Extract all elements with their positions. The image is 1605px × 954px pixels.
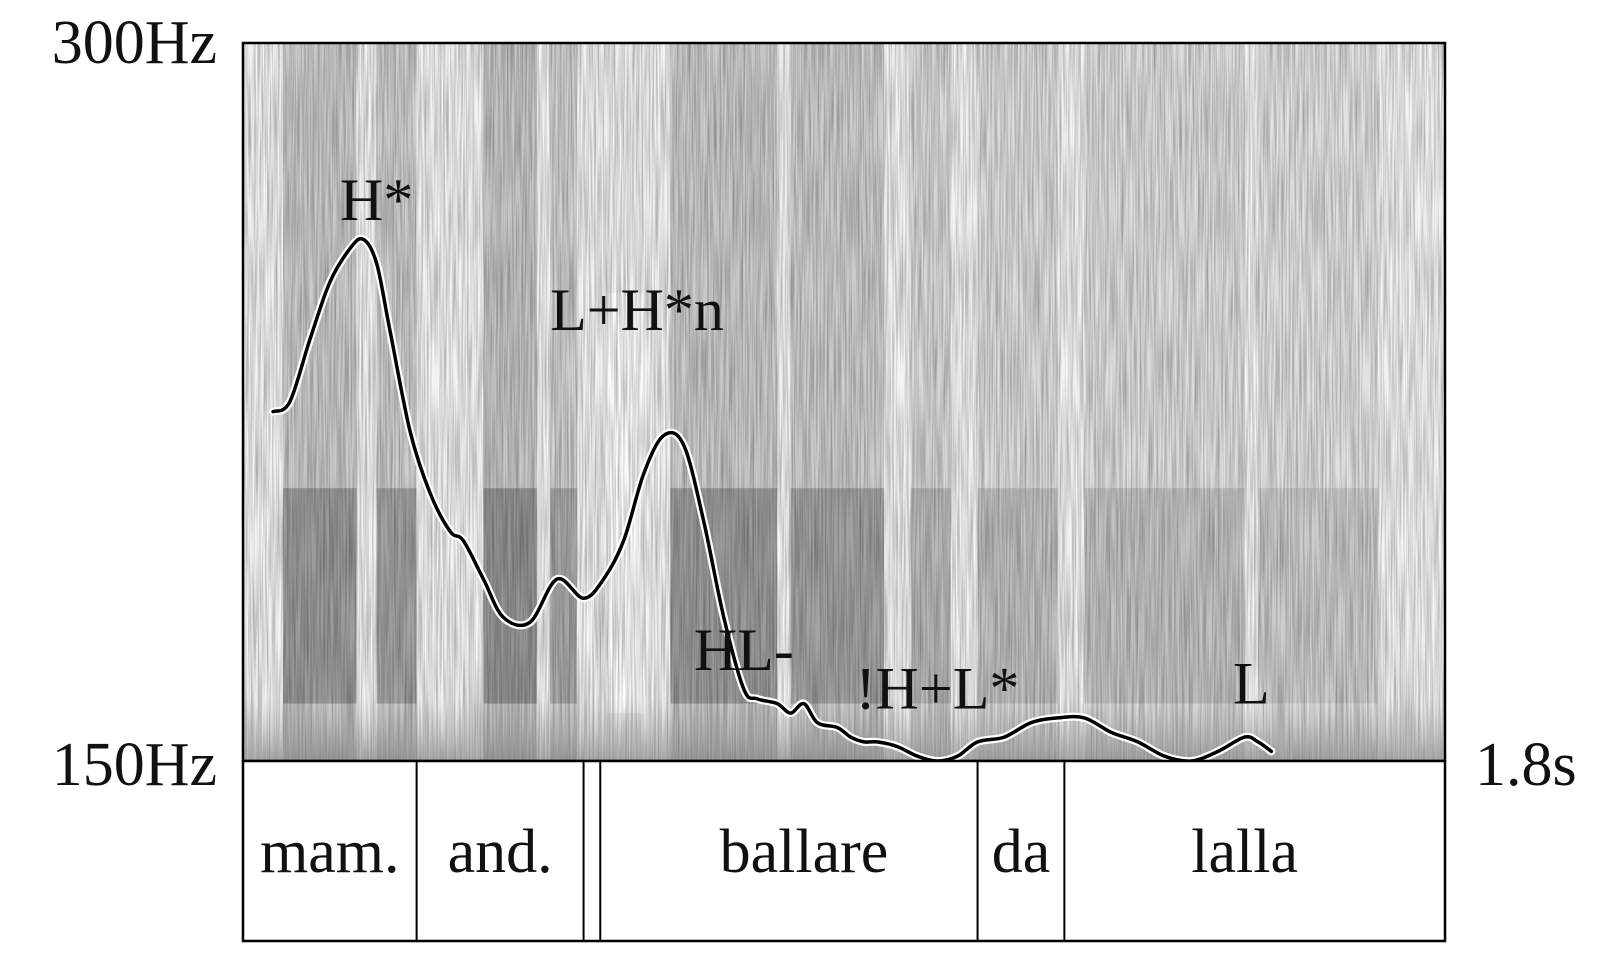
- word-label: lalla: [1191, 818, 1298, 886]
- word-label: da: [992, 818, 1051, 886]
- tone-label: !H+L*: [856, 655, 1020, 721]
- x-end-label: 1.8s: [1475, 731, 1577, 799]
- spectrogram-background: [243, 43, 1445, 761]
- word-label: ballare: [720, 818, 889, 886]
- word-label: and.: [448, 818, 553, 886]
- tone-label: HL-: [694, 617, 794, 683]
- tone-label: H*: [340, 167, 413, 233]
- tone-label: L+H*n: [550, 277, 724, 343]
- y-bottom-label: 150Hz: [52, 731, 217, 799]
- word-label: mam.: [260, 818, 399, 886]
- y-top-label: 300Hz: [52, 9, 217, 77]
- word-tier-frame: [241, 759, 1447, 943]
- f0-contour: [269, 234, 1276, 766]
- tone-tier: H* L+H*n HL- !H+L* L: [340, 167, 1270, 721]
- tone-label: L: [1233, 651, 1270, 717]
- word-tier: mam. and. ballare da lalla: [260, 761, 1298, 941]
- f0-contour-line: [271, 236, 1274, 763]
